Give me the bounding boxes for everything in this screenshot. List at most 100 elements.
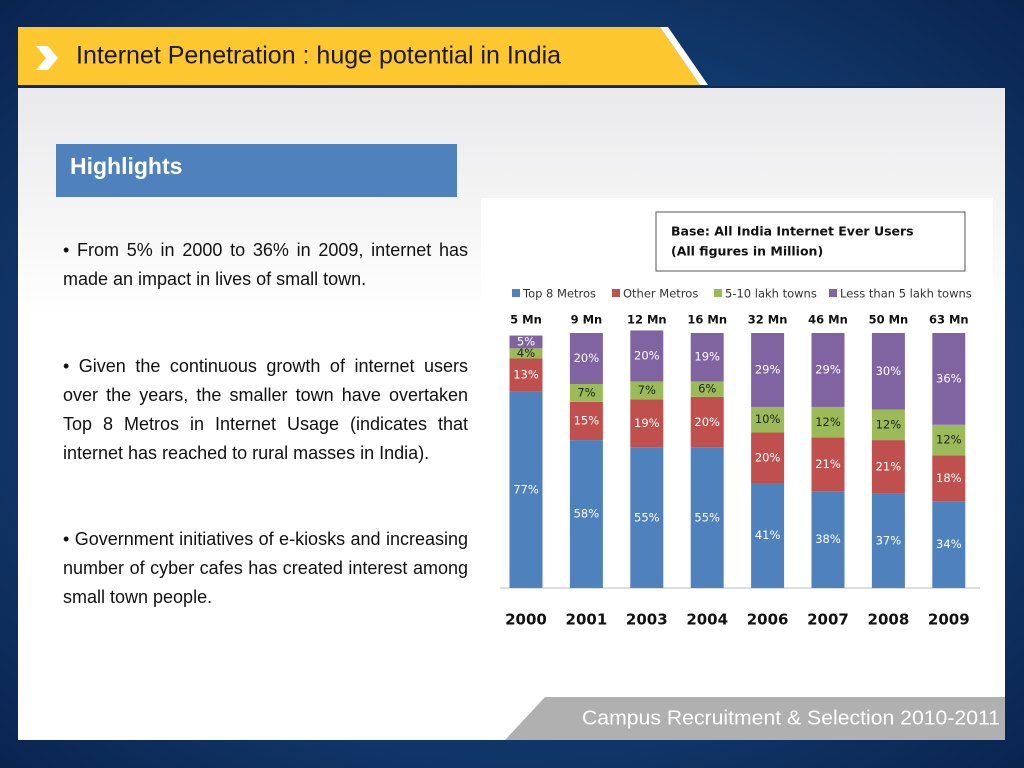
data-label: 12% <box>936 433 962 447</box>
total-label: 50 Mn <box>869 313 909 327</box>
bar-segment <box>630 447 664 588</box>
legend-swatch <box>714 289 722 297</box>
bar-segment <box>690 396 724 448</box>
data-label: 20% <box>694 415 720 429</box>
x-tick-label: 2000 <box>505 611 547 629</box>
bar-segment <box>871 493 905 588</box>
data-label: 5% <box>517 334 535 348</box>
data-label: 41% <box>755 528 781 542</box>
data-label: 38% <box>815 532 841 546</box>
data-label: 7% <box>577 385 595 399</box>
data-label: 18% <box>936 471 962 485</box>
chart-area <box>481 198 993 680</box>
bar-segment <box>509 348 543 359</box>
legend-swatch <box>829 289 837 297</box>
x-tick-label: 2008 <box>868 611 910 629</box>
bar-segment <box>811 333 845 407</box>
bar-segment <box>569 384 603 402</box>
total-label: 12 Mn <box>627 313 667 327</box>
bar-segment <box>751 406 785 433</box>
data-label: 13% <box>513 368 539 382</box>
footer-band <box>505 697 1005 740</box>
x-tick-label: 2007 <box>807 611 849 629</box>
bar-segment <box>690 447 724 588</box>
data-label: 29% <box>815 362 841 376</box>
data-label: 30% <box>876 364 902 378</box>
bar-segment <box>932 501 966 588</box>
data-label: 77% <box>513 482 539 496</box>
bar-segment <box>871 440 905 494</box>
total-label: 5 Mn <box>510 313 542 327</box>
data-label: 20% <box>574 351 600 365</box>
data-label: 34% <box>936 537 962 551</box>
footer-text: Campus Recruitment & Selection 2010-2011 <box>582 707 1000 729</box>
bar-segment <box>630 399 664 448</box>
data-label: 21% <box>815 457 841 471</box>
bullet: • From 5% in 2000 to 36% in 2009, intern… <box>63 240 468 289</box>
bar-segment <box>811 406 845 438</box>
highlights-box <box>56 144 457 197</box>
bar-segment <box>751 333 785 407</box>
legend-swatch <box>612 289 620 297</box>
total-label: 63 Mn <box>929 313 969 327</box>
x-tick-label: 2001 <box>566 611 608 629</box>
data-label: 19% <box>634 416 660 430</box>
data-label: 6% <box>698 382 716 396</box>
legend-label: Other Metros <box>623 287 698 301</box>
data-label: 58% <box>574 507 600 521</box>
bar-segment <box>630 330 664 382</box>
bar-segment <box>690 333 724 382</box>
bar-segment <box>811 437 845 492</box>
chevron-icon <box>36 46 58 70</box>
bar-segment <box>509 335 543 349</box>
bar-segment <box>690 381 724 397</box>
legend-label: Less than 5 lakh towns <box>840 287 972 301</box>
bar-segment <box>871 409 905 441</box>
total-label: 16 Mn <box>687 313 727 327</box>
data-label: 21% <box>876 459 902 473</box>
bullet: • Government initiatives of e-kiosks and… <box>63 529 468 607</box>
bar-segment <box>569 440 603 588</box>
header-title: Internet Penetration : huge potential in… <box>76 42 561 70</box>
bar-segment <box>811 491 845 588</box>
note-line: (All figures in Million) <box>671 244 823 259</box>
legend-swatch <box>512 289 520 297</box>
bar-segment <box>569 333 603 384</box>
x-tick-label: 2004 <box>686 611 728 629</box>
data-label: 29% <box>755 362 781 376</box>
data-label: 12% <box>815 415 841 429</box>
bar-segment <box>509 358 543 392</box>
header-edge <box>660 27 708 85</box>
x-tick-label: 2009 <box>928 611 970 629</box>
bar-segment <box>932 333 966 425</box>
bar-segment <box>932 424 966 456</box>
x-tick-label: 2003 <box>626 611 668 629</box>
data-label: 20% <box>634 348 660 362</box>
header-banner <box>18 27 700 85</box>
total-label: 32 Mn <box>748 313 788 327</box>
legend-label: 5-10 lakh towns <box>725 287 817 301</box>
note-box <box>655 211 966 272</box>
data-label: 55% <box>634 510 660 524</box>
data-label: 4% <box>517 346 535 360</box>
bar-segment <box>751 483 785 588</box>
total-label: 9 Mn <box>571 313 603 327</box>
data-label: 12% <box>876 417 902 431</box>
bar-segment <box>569 401 603 441</box>
legend-label: Top 8 Metros <box>522 287 596 301</box>
data-label: 7% <box>638 383 656 397</box>
bar-segment <box>932 455 966 502</box>
note-line: Base: All India Internet Ever Users <box>671 224 914 239</box>
bar-segment <box>751 432 785 484</box>
highlights-title: Highlights <box>70 153 182 179</box>
bar-segment <box>630 381 664 400</box>
data-label: 36% <box>936 371 962 385</box>
data-label: 37% <box>876 533 902 547</box>
bar-segment <box>871 333 905 410</box>
total-label: 46 Mn <box>808 313 848 327</box>
data-label: 10% <box>755 412 781 426</box>
x-tick-label: 2006 <box>747 611 789 629</box>
bar-segment <box>509 391 543 588</box>
